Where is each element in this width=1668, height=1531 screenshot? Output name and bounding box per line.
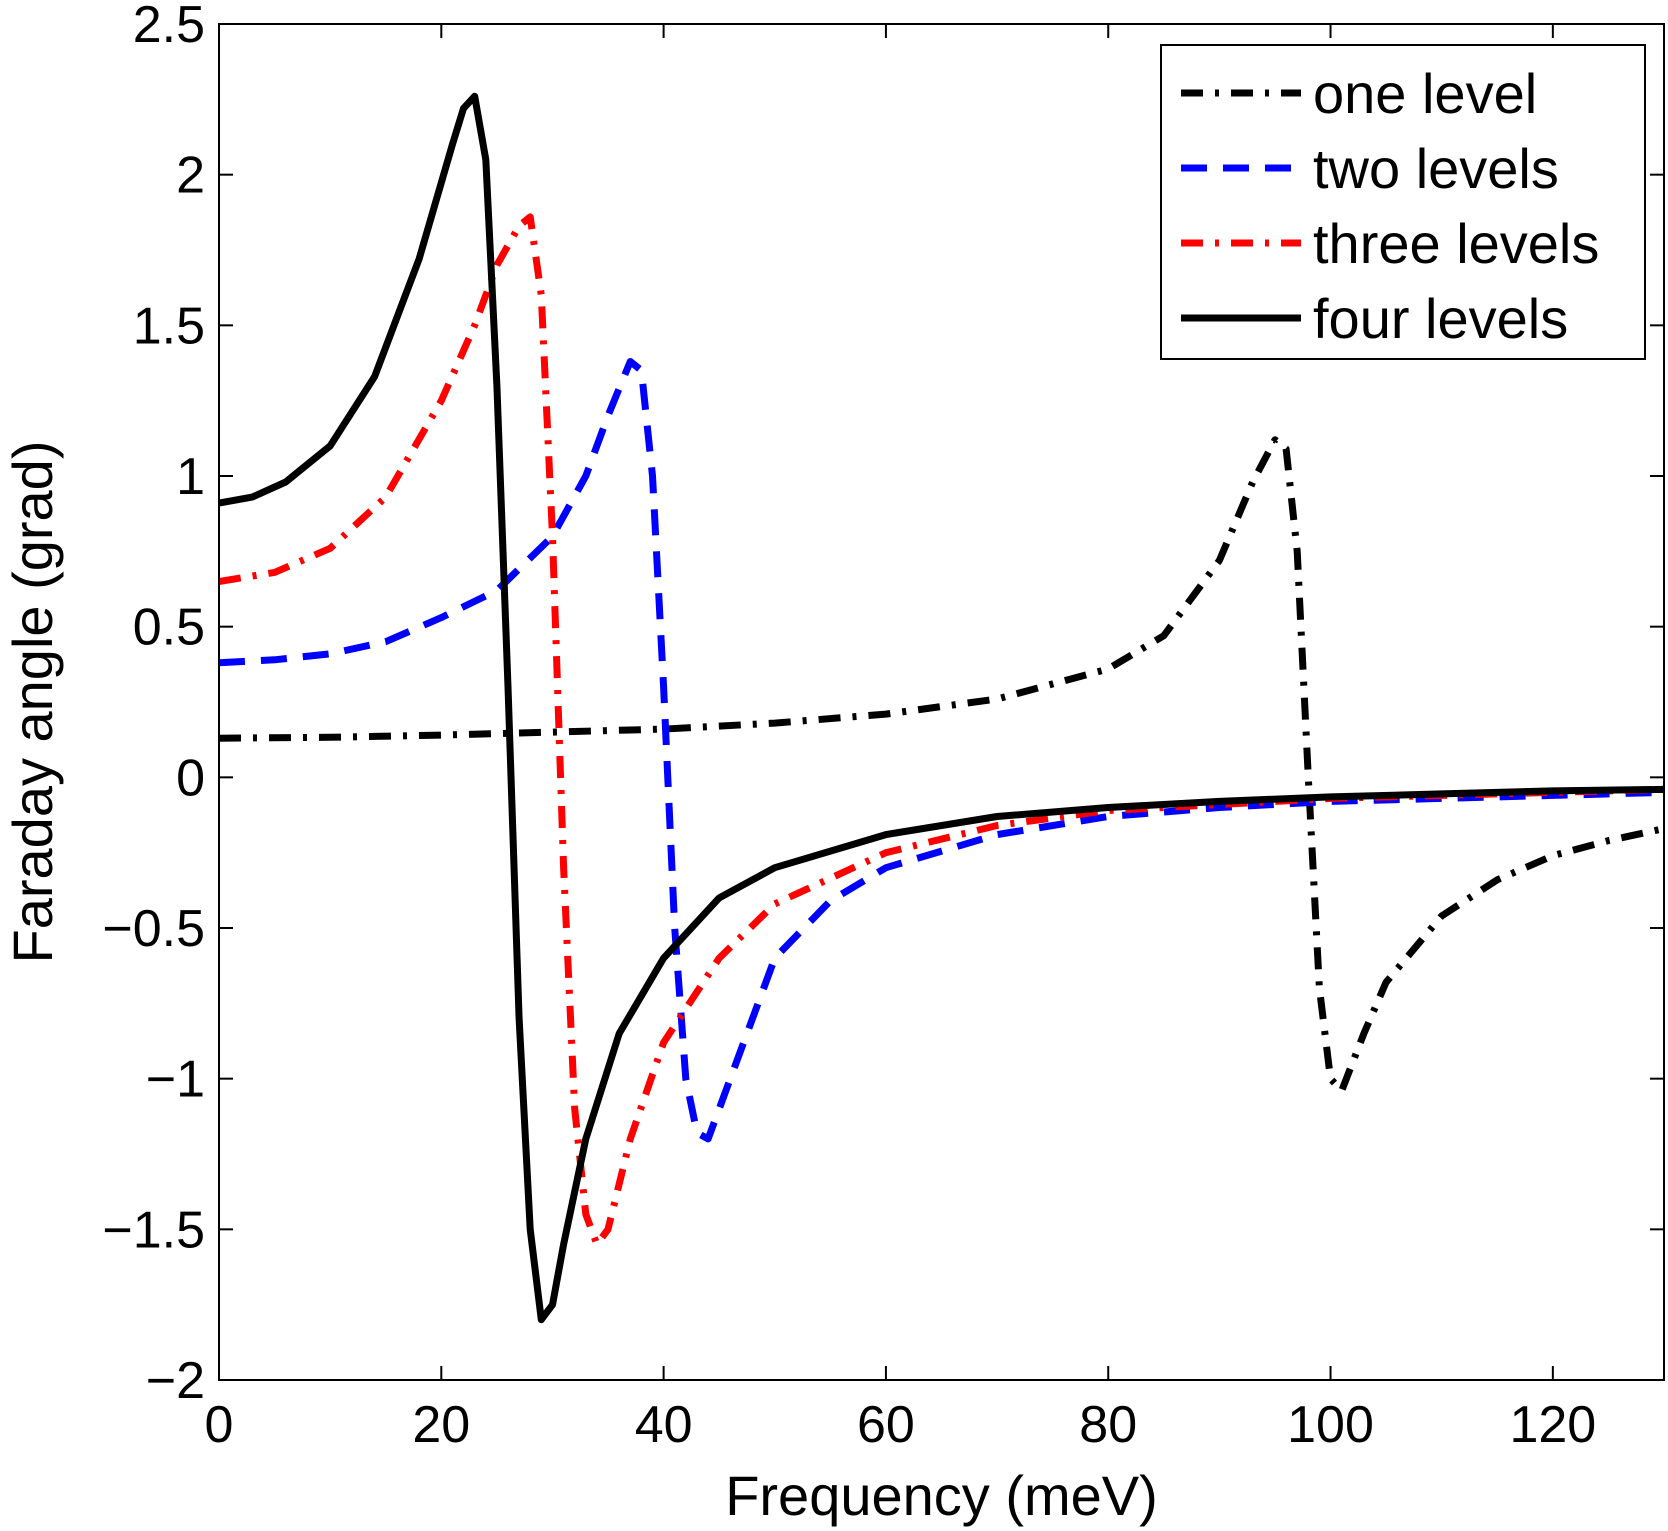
x-tick-label: 120 [1509,1396,1596,1454]
y-tick-label: −1.5 [102,1201,205,1259]
y-tick-label: 1.5 [133,297,205,355]
x-tick-label: 20 [412,1396,470,1454]
series-line-two-levels [219,358,1664,1143]
legend: one level two levels three levels four leve… [1160,44,1646,360]
legend-label: two levels [1313,137,1559,200]
y-tick-label: 1 [176,448,205,506]
series-layer [219,92,1664,1324]
legend-box [1160,44,1646,360]
x-tick-label: 0 [205,1396,234,1454]
y-tick-label: 2.5 [133,0,205,54]
y-axis-label: Faraday angle (grad) [1,441,64,964]
ticks-layer: 0 20 40 60 80 100 120 −2 −1.5 −1 −0.5 0 0.5 1 1.5 2 2.5 [102,0,1664,1454]
x-tick-label: 60 [857,1396,915,1454]
series-line-four-levels [219,92,1664,1324]
legend-label: four levels [1313,287,1568,350]
series-line-three-levels [219,213,1664,1248]
y-tick-label: 2 [176,147,205,205]
y-tick-label: −0.5 [102,900,205,958]
y-tick-label: 0.5 [133,599,205,657]
x-axis-label: Frequency (meV) [725,1464,1158,1527]
plot-area-frame [218,23,1665,1381]
legend-label: one level [1313,62,1537,125]
x-tick-label: 40 [635,1396,693,1454]
y-tick-label: 0 [176,749,205,807]
x-tick-label: 80 [1079,1396,1137,1454]
y-tick-label: −1 [146,1051,205,1109]
y-tick-label: −2 [146,1352,205,1410]
x-tick-label: 100 [1287,1396,1374,1454]
legend-label: three levels [1313,212,1599,275]
series-line-one-level [219,436,1664,1095]
